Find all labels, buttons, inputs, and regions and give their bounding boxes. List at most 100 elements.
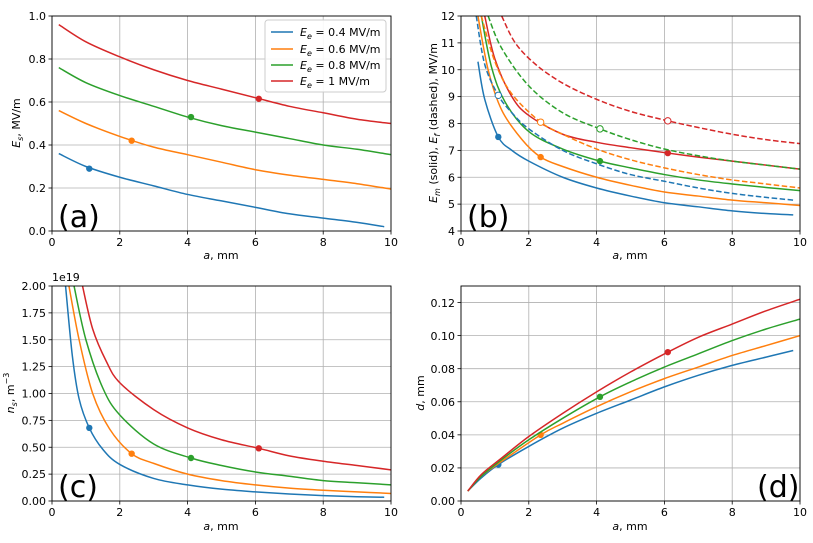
series-marker-green <box>187 454 195 462</box>
series-marker-blue <box>495 133 502 141</box>
panel-b-ytick: 6 <box>448 171 455 184</box>
panel-c-xtick: 6 <box>252 506 259 519</box>
panel-c-xtick: 8 <box>320 506 327 519</box>
panel-b-xtick: 4 <box>593 236 600 249</box>
series-line-red <box>484 16 800 170</box>
panel-d-xtick: 4 <box>593 506 600 519</box>
series-line-orange <box>68 286 391 495</box>
panel-b-yticks: 4 5 6 7 8 9 10 11 12 <box>441 10 455 238</box>
series-line-green <box>73 286 391 486</box>
panel-d-ytick: 0.00 <box>431 495 456 508</box>
panel-c-ytick: 1.50 <box>22 334 47 347</box>
panel-d-ylabel: d, mm <box>414 375 427 410</box>
panel-c-yticks: 0.00 0.25 0.50 0.75 1.00 1.25 1.50 1.75 … <box>22 280 47 508</box>
panel-c-xticks: 0 2 4 6 8 10 <box>49 506 399 519</box>
panel-b-series <box>475 16 800 216</box>
panel-c: 1e19 0 2 4 6 8 10 0.00 0.25 0.50 0.75 1.… <box>2 271 398 533</box>
series-line-red <box>58 23 391 125</box>
panel-b-ytick: 9 <box>448 91 455 104</box>
panel-c-xtick: 4 <box>184 506 191 519</box>
panel-b-ylabel: Em (solid), Ef (dashed), MV/m <box>427 43 442 203</box>
panel-c-ytick: 0.25 <box>22 468 47 481</box>
legend-box <box>264 19 387 93</box>
panel-b: 0 2 4 6 8 10 4 5 6 7 8 9 10 11 12 a, mm … <box>427 10 807 262</box>
series-marker-orange <box>128 137 135 144</box>
series-line-blue-dashed <box>475 16 794 201</box>
series-marker-red-open <box>664 117 672 125</box>
panel-d-frame <box>460 285 801 502</box>
panel-c-frame <box>51 285 392 502</box>
panel-d-yticks: 0.00 0.02 0.04 0.06 0.08 0.10 0.12 <box>431 297 456 508</box>
panel-c-grid <box>48 285 392 505</box>
series-line-blue <box>477 61 794 216</box>
panel-c-ytick: 0.00 <box>22 495 47 508</box>
panel-d-xtick: 10 <box>793 506 807 519</box>
panel-a-xtick: 4 <box>184 236 191 249</box>
series-marker-green <box>596 393 604 401</box>
panel-a-xticks: 0 2 4 6 8 10 <box>49 236 399 249</box>
panel-b-label: (b) <box>467 200 509 235</box>
panel-c-xtick: 10 <box>384 506 398 519</box>
panel-c-series <box>64 286 391 498</box>
panel-b-ytick: 7 <box>448 144 455 157</box>
panel-a-xtick: 2 <box>116 236 123 249</box>
panel-b-xtick: 8 <box>729 236 736 249</box>
panel-d-ytick: 0.02 <box>431 462 456 475</box>
panel-a-ytick: 1.0 <box>29 10 47 23</box>
panel-c-xtick: 0 <box>49 506 56 519</box>
panel-c-ytick: 1.25 <box>22 361 47 374</box>
series-marker-blue-open <box>494 91 502 99</box>
series-marker-green <box>187 113 195 121</box>
series-line-blue <box>64 286 385 498</box>
series-marker-red <box>255 95 262 102</box>
panel-b-ytick: 12 <box>441 10 455 23</box>
panel-a-ytick: 0.6 <box>29 96 47 109</box>
series-marker-red <box>255 445 262 452</box>
panel-c-ytick: 2.00 <box>22 280 47 293</box>
series-marker-red <box>664 348 671 356</box>
series-marker-red <box>664 149 671 157</box>
panel-a-ytick: 0.8 <box>29 53 47 66</box>
panel-b-frame <box>460 15 801 232</box>
series-line-blue <box>58 152 385 228</box>
panel-c-ylabel: ns, m−3 <box>2 373 19 414</box>
panel-d-series <box>467 298 800 492</box>
panel-d-xlabel: a, mm <box>612 520 647 533</box>
panel-d-xtick: 8 <box>729 506 736 519</box>
series-line-red <box>467 298 800 492</box>
panel-c-label: (c) <box>58 470 98 505</box>
panel-a-yticks: 0.0 0.2 0.4 0.6 0.8 1.0 <box>29 10 47 238</box>
panel-c-ytick: 1.00 <box>22 388 47 401</box>
legend-entry: Ee = 1 MV/m <box>300 75 370 90</box>
panel-c-ytick: 0.50 <box>22 441 47 454</box>
panel-d-ytick: 0.04 <box>431 429 456 442</box>
panel-d-grid <box>457 286 801 505</box>
panel-a-ylabel: Es, MV/m <box>10 98 25 148</box>
panel-b-xtick: 6 <box>661 236 668 249</box>
panel-a-xlabel: a, mm <box>203 249 238 262</box>
series-marker-orange <box>537 153 544 161</box>
series-line-red <box>81 286 391 471</box>
series-line-green <box>467 318 800 492</box>
panel-d: 0 2 4 6 8 10 0.00 0.02 0.04 0.06 0.08 0.… <box>414 285 807 533</box>
panel-a-xtick: 0 <box>49 236 56 249</box>
panel-a-xtick: 8 <box>320 236 327 249</box>
panel-d-ytick: 0.12 <box>431 297 456 310</box>
panel-b-ytick: 10 <box>441 64 455 77</box>
panel-c-xtick: 2 <box>116 506 123 519</box>
legend-entry: Ee = 0.8 MV/m <box>300 59 381 74</box>
panel-b-ytick: 11 <box>441 37 455 50</box>
panel-a-xtick: 6 <box>252 236 259 249</box>
series-marker-orange-open <box>536 118 545 126</box>
panel-d-label: (d) <box>757 470 799 505</box>
panel-c-ytick: 1.75 <box>22 307 47 320</box>
legend-entry: Ee = 0.6 MV/m <box>300 43 381 58</box>
panel-c-offset-label: 1e19 <box>52 271 80 284</box>
series-marker-green-open <box>596 125 604 133</box>
panel-b-xtick: 2 <box>525 236 532 249</box>
series-line-orange <box>477 16 800 207</box>
series-marker-orange <box>128 450 135 457</box>
panel-b-ytick: 4 <box>448 225 455 238</box>
series-marker-blue <box>86 165 93 172</box>
